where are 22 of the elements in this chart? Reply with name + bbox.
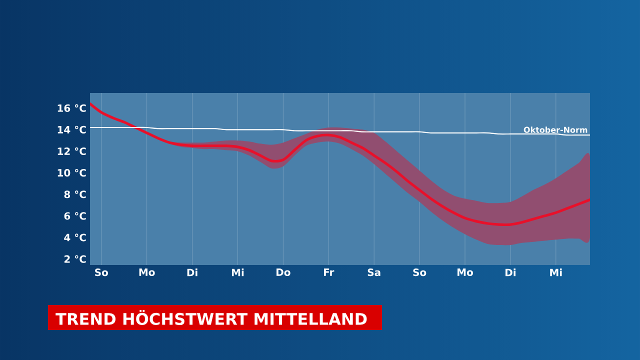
x-tick-label: Di <box>506 268 516 276</box>
x-tick-label: Mo <box>139 268 155 276</box>
x-tick-label: Mi <box>550 268 562 276</box>
series-label: Oktober-Norm <box>524 126 588 133</box>
text: TREND HÖCHSTWERT MITTELLAND <box>56 310 367 326</box>
x-tick-label: Sa <box>368 268 380 276</box>
line-series <box>90 126 590 136</box>
x-tick-label: So <box>95 268 108 276</box>
y-tick-label: 10 °C <box>58 168 86 177</box>
x-tick-label: So <box>413 268 426 276</box>
y-tick-label: 4 °C <box>64 234 86 242</box>
x-tick-label: Di <box>187 268 198 276</box>
y-tick-label: 2 °C <box>64 255 86 263</box>
x-tick-label: Mi <box>232 268 244 276</box>
y-tick-label: 6 °C <box>64 212 86 220</box>
x-tick-label: Fr <box>324 268 334 276</box>
y-tick-label: 8 °C <box>64 190 86 198</box>
y-tick-label: 16 °C <box>58 104 86 112</box>
y-tick-label: 14 °C <box>58 126 86 134</box>
x-tick-label: Do <box>276 268 290 276</box>
x-tick-label: Mo <box>458 268 473 276</box>
y-tick-label: 12 °C <box>58 147 86 156</box>
